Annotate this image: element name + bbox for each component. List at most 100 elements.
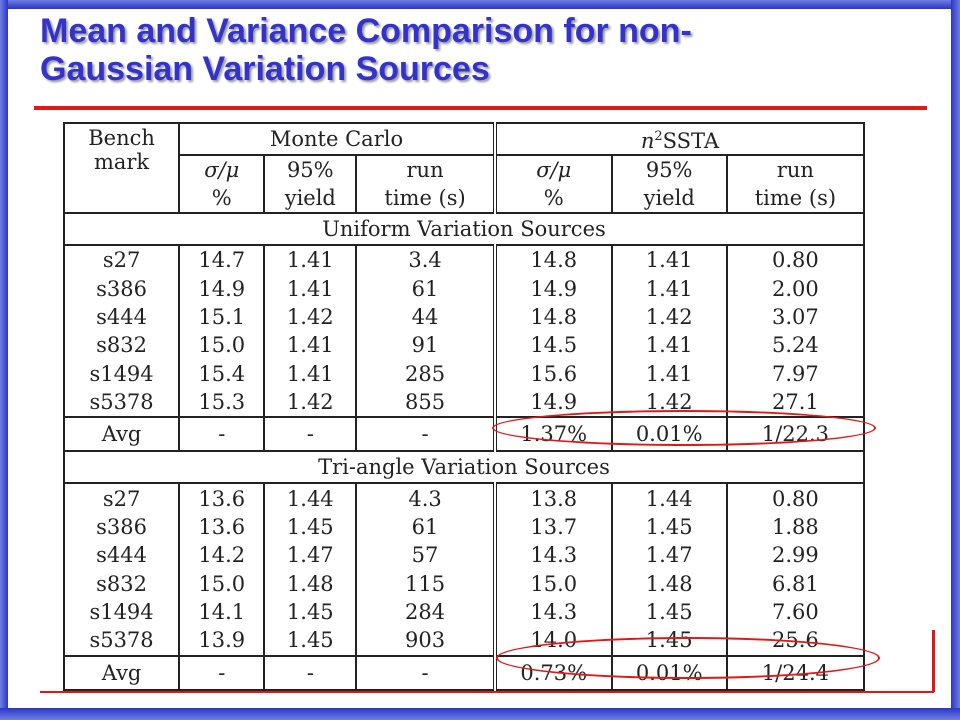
slide-title: Mean and Variance Comparison for non- Ga… — [40, 12, 920, 88]
cell-mc-run: 61 — [356, 274, 497, 303]
highlight-ellipse-triangle-avg — [496, 637, 880, 679]
table-row: s832 15.0 1.41 91 14.5 1.41 5.24 — [62, 331, 866, 360]
cell-mc-yield: 1.48 — [264, 569, 358, 598]
table-row: s444 15.1 1.42 44 14.8 1.42 3.07 — [62, 302, 866, 332]
cell-bench: s386 — [62, 274, 181, 303]
table-row: s386 13.6 1.45 61 13.7 1.45 1.88 — [62, 512, 866, 542]
cell-bench: s1494 — [62, 597, 181, 627]
table-row: s444 14.2 1.47 57 14.3 1.47 2.99 — [62, 541, 866, 570]
cell-ss-sigma: 14.3 — [494, 597, 613, 627]
header-ss-run: run — [726, 155, 866, 184]
cell-bench: s27 — [62, 245, 181, 275]
cell-mc-sigma: 15.4 — [179, 359, 266, 388]
cell-mc-sigma: 14.9 — [179, 274, 266, 303]
header-bench-line2: mark — [93, 150, 150, 174]
cell-ss-sigma: 14.8 — [494, 302, 613, 332]
right-rule — [932, 630, 935, 692]
avg-cell-mc-yield: - — [264, 654, 358, 691]
cell-ss-run: 7.97 — [726, 359, 866, 388]
section-title: Uniform Variation Sources — [63, 212, 865, 246]
cell-mc-run: 3.4 — [356, 245, 497, 275]
cell-ss-sigma: 14.5 — [494, 331, 613, 360]
cell-mc-run: 284 — [356, 597, 497, 627]
slide-title-line-1: Mean and Variance Comparison for non- — [40, 12, 692, 50]
cell-mc-sigma: 15.0 — [179, 331, 266, 360]
cell-ss-yield: 1.41 — [611, 245, 728, 275]
frame-bottom-bar — [0, 708, 960, 720]
cell-bench: s832 — [62, 569, 181, 598]
table-row: s1494 14.1 1.45 284 14.3 1.45 7.60 — [62, 597, 866, 627]
header-mc-yield: 95% — [264, 155, 358, 184]
cell-ss-sigma: 14.3 — [494, 541, 613, 570]
cell-mc-run: 855 — [356, 387, 497, 418]
cell-ss-run: 3.07 — [726, 302, 866, 332]
cell-mc-run: 44 — [356, 302, 497, 332]
header-bench-line1: Bench — [88, 126, 155, 150]
cell-ss-run: 7.60 — [726, 597, 866, 627]
avg-cell-mc-yield: - — [264, 416, 358, 453]
cell-bench: s5378 — [62, 626, 181, 656]
cell-ss-sigma: 14.8 — [494, 245, 613, 275]
comparison-table: Bench mark Monte Carlo n2SSTA σ/μ 95% ru… — [62, 122, 866, 691]
cell-ss-sigma: 13.7 — [494, 512, 613, 542]
cell-mc-yield: 1.41 — [264, 359, 358, 388]
cell-mc-run: 115 — [356, 569, 497, 598]
table-row: s386 14.9 1.41 61 14.9 1.41 2.00 — [62, 274, 866, 303]
section-title: Tri-angle Variation Sources — [63, 450, 865, 485]
header-n2ssta-rest: SSTA — [662, 129, 720, 153]
cell-ss-yield: 1.44 — [611, 483, 728, 513]
header-ss-sigma: σ/μ — [494, 155, 613, 184]
cell-mc-yield: 1.41 — [264, 274, 358, 303]
header-mc-run-unit: time (s) — [356, 184, 497, 213]
header-mc-sigma: σ/μ — [179, 155, 266, 184]
cell-ss-run: 2.99 — [726, 541, 866, 570]
header-ss-sigma-unit: % — [494, 184, 613, 213]
table-row: s832 15.0 1.48 115 15.0 1.48 6.81 — [62, 569, 866, 598]
avg-cell-bench: Avg — [62, 654, 181, 691]
cell-mc-run: 57 — [356, 541, 497, 570]
cell-ss-yield: 1.41 — [611, 274, 728, 303]
cell-bench: s1494 — [62, 359, 181, 388]
header-mc-sigma-unit: % — [179, 184, 266, 213]
header-ss-yield: 95% — [611, 155, 728, 184]
avg-cell-mc-run: - — [356, 416, 497, 453]
table-row: s5378 15.3 1.42 855 14.9 1.42 27.1 — [62, 387, 866, 418]
cell-mc-sigma: 13.6 — [179, 512, 266, 542]
cell-ss-yield: 1.48 — [611, 569, 728, 598]
header-n2ssta-sup: 2 — [654, 129, 663, 144]
cell-bench: s444 — [62, 541, 181, 570]
frame-left-bar — [0, 0, 8, 720]
bottom-rule — [40, 691, 934, 693]
avg-cell-mc-sigma: - — [179, 416, 266, 453]
cell-mc-run: 903 — [356, 626, 497, 656]
avg-cell-mc-sigma: - — [179, 654, 266, 691]
cell-bench: s386 — [62, 512, 181, 542]
cell-mc-run: 61 — [356, 512, 497, 542]
slide-title-line-2: Gaussian Variation Sources — [40, 50, 490, 88]
frame-right-bar — [951, 0, 960, 720]
cell-ss-yield: 1.41 — [611, 331, 728, 360]
table-row: s1494 15.4 1.41 285 15.6 1.41 7.97 — [62, 359, 866, 388]
cell-ss-sigma: 15.6 — [494, 359, 613, 388]
cell-ss-run: 0.80 — [726, 245, 866, 275]
cell-bench: s444 — [62, 302, 181, 332]
cell-ss-yield: 1.41 — [611, 359, 728, 388]
cell-mc-sigma: 15.1 — [179, 302, 266, 332]
header-n2ssta-n: n — [640, 129, 655, 153]
cell-mc-yield: 1.41 — [264, 331, 358, 360]
header-ss-yield-unit: yield — [611, 184, 728, 213]
cell-mc-yield: 1.45 — [264, 626, 358, 656]
cell-ss-run: 1.88 — [726, 512, 866, 542]
cell-mc-run: 4.3 — [356, 483, 497, 513]
cell-ss-yield: 1.45 — [611, 597, 728, 627]
cell-mc-sigma: 15.0 — [179, 569, 266, 598]
cell-ss-run: 2.00 — [726, 274, 866, 303]
cell-bench: s27 — [62, 483, 181, 513]
cell-mc-yield: 1.45 — [264, 512, 358, 542]
cell-ss-run: 6.81 — [726, 569, 866, 598]
highlight-ellipse-uniform-avg — [492, 410, 876, 446]
cell-ss-yield: 1.45 — [611, 512, 728, 542]
cell-mc-yield: 1.44 — [264, 483, 358, 513]
header-n2ssta: n2SSTA — [494, 122, 866, 156]
cell-mc-yield: 1.45 — [264, 597, 358, 627]
